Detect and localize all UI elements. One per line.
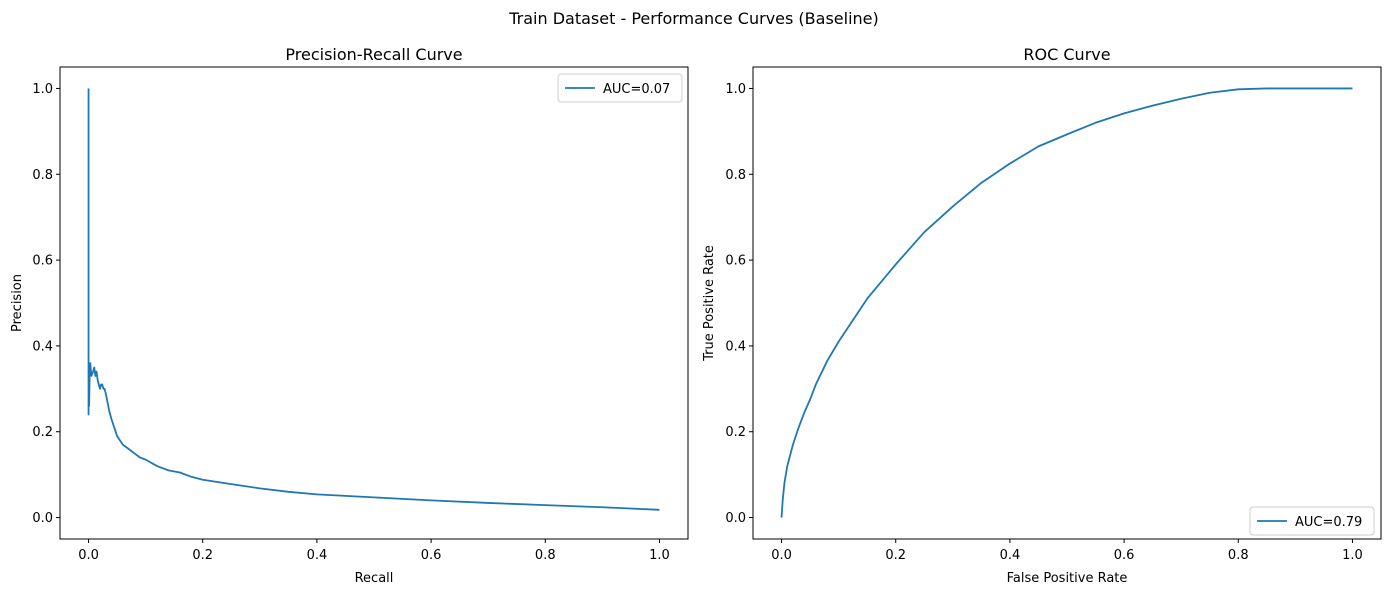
roc-frame xyxy=(752,66,1382,540)
roc-xtick-label: 0.2 xyxy=(885,548,906,563)
roc-panel: ROC Curve False Positive Rate True Posit… xyxy=(702,45,1382,586)
roc-legend: AUC=0.79 xyxy=(1249,506,1375,536)
roc-xlabel: False Positive Rate xyxy=(1007,571,1128,586)
roc-title: ROC Curve xyxy=(1023,45,1110,64)
roc-ytick-label: 0.2 xyxy=(725,425,746,440)
roc-ylabel: True Positive Rate xyxy=(702,245,717,362)
roc-legend-box xyxy=(1249,506,1375,536)
precision-recall-ytick-label: 0.6 xyxy=(32,254,53,269)
roc-ticks: 0.0 0.2 0.4 0.6 0.8 1.0 0.0 0.2 0.4 0.6 0.8 1.0 xyxy=(725,82,1362,563)
precision-recall-xtick-label: 0.2 xyxy=(192,548,213,563)
roc-series xyxy=(780,87,1353,518)
roc-ytick-label: 1.0 xyxy=(725,82,746,97)
precision-recall-frame xyxy=(59,66,689,540)
roc-ytick-label: 0.0 xyxy=(725,511,746,526)
precision-recall-series xyxy=(87,88,660,511)
precision-recall-series-line xyxy=(87,88,660,511)
precision-recall-ytick-label: 0.4 xyxy=(32,339,53,354)
roc-xtick-label: 0.6 xyxy=(1114,548,1135,563)
precision-recall-ylabel: Precision xyxy=(10,274,25,332)
precision-recall-panel: Precision-Recall Curve Recall Precision … xyxy=(10,45,689,586)
roc-ytick-label: 0.4 xyxy=(725,339,746,354)
precision-recall-xtick-label: 0.8 xyxy=(535,548,556,563)
roc-ytick-label: 0.6 xyxy=(725,254,746,269)
precision-recall-ytick-label: 0.2 xyxy=(32,425,53,440)
figure-title: Train Dataset - Performance Curves (Base… xyxy=(508,9,879,28)
roc-xtick-label: 0.0 xyxy=(771,548,792,563)
roc-ytick-label: 0.8 xyxy=(725,168,746,183)
precision-recall-ytick-label: 1.0 xyxy=(32,82,53,97)
precision-recall-legend-box xyxy=(557,73,683,103)
precision-recall-ytick-label: 0.0 xyxy=(32,511,53,526)
precision-recall-ytick-label: 0.8 xyxy=(32,168,53,183)
precision-recall-xtick-label: 0.0 xyxy=(78,548,99,563)
precision-recall-ticks: 0.0 0.2 0.4 0.6 0.8 1.0 0.0 0.2 0.4 0.6 0.8 1.0 xyxy=(32,82,669,563)
roc-legend-label: AUC=0.79 xyxy=(1295,515,1362,530)
roc-xtick-label: 1.0 xyxy=(1342,548,1363,563)
precision-recall-xtick-label: 0.6 xyxy=(421,548,442,563)
roc-xtick-label: 0.8 xyxy=(1228,548,1249,563)
precision-recall-title: Precision-Recall Curve xyxy=(285,45,462,64)
precision-recall-xtick-label: 1.0 xyxy=(649,548,670,563)
roc-series-line xyxy=(780,87,1353,518)
roc-xtick-label: 0.4 xyxy=(1000,548,1021,563)
precision-recall-xlabel: Recall xyxy=(355,571,394,586)
precision-recall-legend-label: AUC=0.07 xyxy=(603,82,670,97)
precision-recall-legend: AUC=0.07 xyxy=(557,73,683,103)
precision-recall-xtick-label: 0.4 xyxy=(307,548,328,563)
